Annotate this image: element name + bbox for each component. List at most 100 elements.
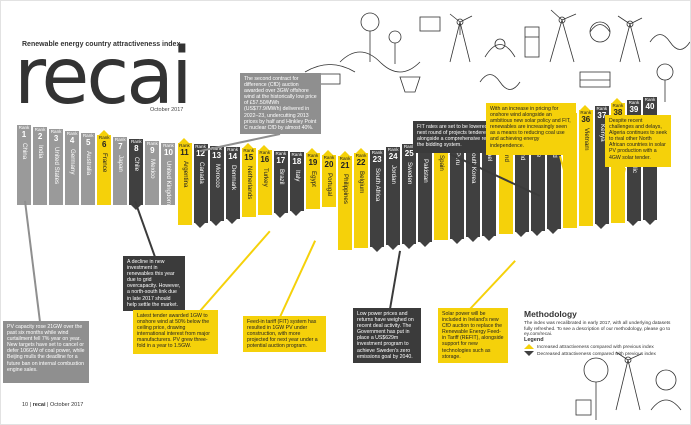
rank-number: 36 bbox=[581, 114, 591, 124]
rank-number: 7 bbox=[118, 142, 123, 151]
increase-triangle-icon bbox=[259, 144, 270, 150]
rank-bar-23: Rank 23 South Africa bbox=[370, 149, 385, 252]
rank-number: 6 bbox=[102, 140, 107, 149]
rank-bar-11: Rank 11 Argentina bbox=[177, 138, 192, 225]
rank-bar-21: Rank 21 Philippines bbox=[338, 151, 353, 250]
rank-number: 19 bbox=[308, 158, 318, 168]
bottom-doodle-illustration bbox=[575, 351, 682, 420]
rank-bar-20: Rank 20 Portugal bbox=[321, 149, 336, 207]
decrease-triangle-icon bbox=[419, 242, 430, 247]
rank-label: Rank bbox=[628, 100, 640, 106]
rank-bar-8: Rank 8 Chile bbox=[129, 139, 144, 210]
rank-country: United States bbox=[53, 147, 61, 185]
rank-label: Rank bbox=[114, 137, 126, 142]
rank-country: Italy bbox=[293, 170, 301, 182]
rank-number: 1 bbox=[21, 130, 27, 139]
rank-country: Brazil bbox=[277, 168, 285, 185]
rank-country: Australia bbox=[85, 151, 93, 176]
footer-brand: recai bbox=[32, 402, 46, 408]
rank-number: 17 bbox=[276, 155, 286, 165]
rank-country: Spain bbox=[438, 155, 446, 172]
rank-country: Canada bbox=[197, 162, 205, 184]
annotation-uk-cfd: The second contract for difference (CfD)… bbox=[240, 73, 321, 134]
rank-label: Rank bbox=[307, 153, 319, 159]
rank-country: India bbox=[37, 145, 45, 159]
rank-bar-14: Rank 14 Denmark bbox=[225, 146, 240, 224]
rank-label: Rank bbox=[179, 143, 190, 148]
rank-number: 22 bbox=[356, 157, 366, 167]
rank-bar-10: Rank 10 United Kingdom bbox=[161, 143, 176, 205]
rank-number: 3 bbox=[53, 134, 59, 143]
methodology-text: The index was recalibrated in early 2017… bbox=[524, 321, 671, 338]
rank-number: 12 bbox=[196, 149, 206, 159]
rank-label: Rank bbox=[50, 129, 62, 134]
index-subtitle: Renewable energy country attractiveness … bbox=[22, 41, 181, 48]
rank-label: Rank bbox=[291, 152, 303, 158]
rank-label: Rank bbox=[580, 109, 592, 115]
rank-label: Rank bbox=[596, 106, 608, 112]
rank-label: Rank bbox=[275, 150, 287, 156]
rank-country: Japan bbox=[117, 155, 125, 172]
rank-country: Netherlands bbox=[245, 166, 253, 200]
rank-label: Rank bbox=[82, 133, 94, 138]
rank-number: 15 bbox=[244, 153, 254, 163]
rank-bar-15: Rank 15 Netherlands bbox=[241, 143, 256, 217]
rank-bar-18: Rank 18 Italy bbox=[289, 152, 304, 216]
annotation-china-pv: PV capacity rose 21GW over the past six … bbox=[3, 321, 89, 383]
rank-label: Rank bbox=[403, 143, 415, 149]
rank-number: 13 bbox=[212, 150, 222, 160]
rank-country: Denmark bbox=[229, 164, 237, 190]
decrease-triangle-icon bbox=[644, 219, 655, 225]
rank-label: Rank bbox=[66, 131, 78, 136]
decrease-triangle-icon bbox=[532, 230, 543, 236]
annotation-leader-line bbox=[24, 200, 41, 323]
rank-country: Jordan bbox=[390, 164, 398, 184]
rank-number: 4 bbox=[69, 136, 75, 145]
annotation-leader-line bbox=[279, 240, 316, 318]
rank-number: 23 bbox=[372, 154, 382, 164]
rank-bar-16: Rank 16 Turkey bbox=[257, 144, 272, 215]
rank-number: 40 bbox=[645, 102, 655, 112]
decrease-triangle-icon bbox=[403, 243, 414, 249]
rank-label: Rank bbox=[323, 154, 335, 160]
annotation-chile: A decline in new investment in renewable… bbox=[123, 256, 185, 311]
rank-label: Rank bbox=[371, 149, 383, 155]
rank-number: 11 bbox=[180, 148, 189, 157]
rank-label: Rank bbox=[163, 143, 174, 148]
rank-country: Sweden bbox=[406, 161, 414, 184]
rank-number: 2 bbox=[37, 132, 43, 141]
annotation-jordan: Low power prices and returns have weighe… bbox=[353, 308, 421, 363]
annotation-ireland: Solar power will be included in Ireland'… bbox=[438, 308, 508, 363]
rank-bar-5: Rank 5 Australia bbox=[81, 133, 96, 205]
rank-label: Rank bbox=[34, 127, 46, 132]
decrease-triangle-icon bbox=[451, 238, 462, 244]
rank-country: Chile bbox=[133, 157, 141, 172]
rank-label: Rank bbox=[98, 135, 110, 140]
rank-bar-26: Rank26Pakistan bbox=[418, 140, 433, 247]
rank-bar-19: Rank 19 Egypt bbox=[305, 148, 320, 209]
rank-bar-25: Rank 25 Sweden bbox=[402, 143, 417, 249]
rank-bar-4: Rank 4 Germany bbox=[65, 131, 80, 205]
rank-bar-9: Rank 9 Mexico bbox=[145, 141, 160, 205]
rank-country: Pakistan bbox=[422, 158, 430, 183]
rank-country: Belgium bbox=[358, 170, 366, 194]
increase-triangle-icon bbox=[243, 143, 254, 149]
rank-country: Morocco bbox=[213, 163, 221, 188]
decrease-triangle-icon bbox=[211, 220, 222, 226]
increase-triangle-icon bbox=[355, 147, 366, 153]
page-number: 10 bbox=[22, 402, 29, 408]
rank-country: Turkey bbox=[261, 167, 269, 187]
rank-country: Germany bbox=[69, 149, 77, 175]
annotation-leader-line bbox=[134, 200, 156, 258]
increase-triangle-icon bbox=[580, 104, 591, 110]
rank-number: 18 bbox=[292, 157, 302, 167]
rank-country: Portugal bbox=[325, 172, 333, 196]
decrease-triangle-icon bbox=[387, 245, 398, 251]
rank-number: 24 bbox=[388, 151, 398, 161]
report-date: October 2017 bbox=[150, 107, 184, 113]
legend-decreased: Decreased attractiveness compared with p… bbox=[524, 351, 656, 357]
rank-label: Rank bbox=[387, 146, 399, 152]
rank-label: Rank bbox=[18, 125, 30, 130]
decrease-triangle-icon bbox=[516, 232, 527, 238]
